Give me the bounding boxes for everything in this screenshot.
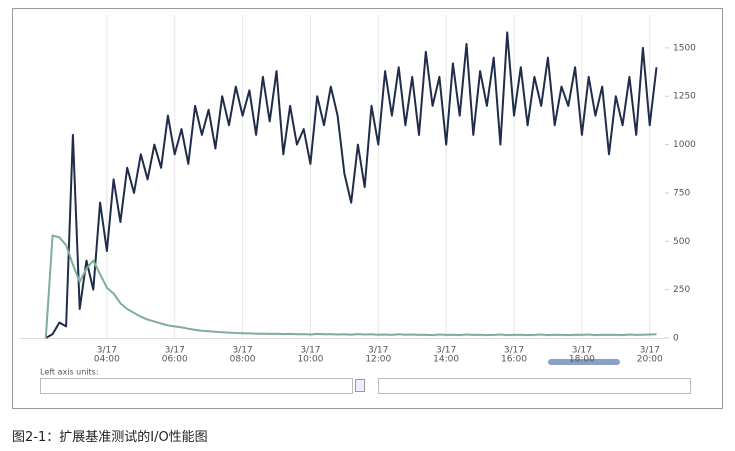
x-tick-date: 3/17 — [368, 346, 388, 356]
axis-units-label: Left axis units: — [40, 368, 99, 377]
x-tick-time: 14:00 — [433, 355, 459, 365]
right-units-input[interactable] — [378, 378, 691, 394]
range-slider[interactable] — [548, 359, 620, 365]
series-line — [44, 234, 657, 339]
x-tick-date: 3/17 — [232, 346, 252, 356]
x-tick-date: 3/17 — [640, 346, 660, 356]
x-tick-time: 20:00 — [637, 355, 663, 365]
x-tick-date: 3/17 — [97, 346, 117, 356]
y-tick-label: 750 — [673, 188, 690, 198]
x-tick-date: 3/17 — [300, 346, 320, 356]
x-tick-time: 04:00 — [94, 355, 120, 365]
x-tick-date: 3/17 — [165, 346, 185, 356]
x-tick-time: 08:00 — [230, 355, 256, 365]
frame — [12, 8, 723, 409]
y-tick-label: 500 — [673, 237, 690, 247]
x-tick-date: 3/17 — [504, 346, 524, 356]
series-line — [45, 31, 658, 339]
x-tick-date: 3/17 — [572, 346, 592, 356]
units-button[interactable] — [355, 379, 365, 392]
x-tick-time: 16:00 — [501, 355, 527, 365]
x-tick-time: 10:00 — [297, 355, 323, 365]
x-tick-date: 3/17 — [436, 346, 456, 356]
figure-caption: 图2-1：扩展基准测试的I/O性能图 — [12, 430, 208, 445]
y-tick-label: 1500 — [673, 43, 696, 53]
left-units-input[interactable] — [40, 378, 353, 394]
y-tick-label: 1250 — [673, 92, 696, 102]
x-tick-time: 06:00 — [162, 355, 188, 365]
x-tick-time: 18:00 — [569, 355, 595, 365]
y-tick-label: 1000 — [673, 140, 696, 150]
x-tick-time: 12:00 — [365, 355, 391, 365]
chart: Left axis units: 3/1704:003/1706:003/170… — [12, 8, 723, 409]
y-tick-label: 250 — [673, 285, 690, 295]
y-tick-label: 0 — [673, 334, 679, 344]
